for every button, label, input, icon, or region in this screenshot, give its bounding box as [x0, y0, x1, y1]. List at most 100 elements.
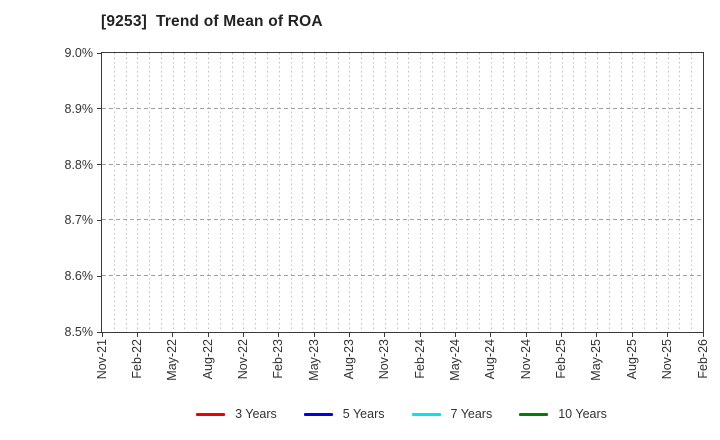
- x-tick: [136, 333, 138, 337]
- vertical-gridline: [502, 53, 504, 332]
- vertical-gridline: [208, 53, 210, 332]
- x-tick-label: Nov-23: [377, 339, 392, 380]
- vertical-gridline: [455, 53, 457, 332]
- vertical-gridline: [561, 53, 563, 332]
- x-tick: [313, 333, 315, 337]
- legend-line-swatch: [411, 412, 441, 416]
- vertical-gridline: [644, 53, 646, 332]
- x-tick: [419, 333, 421, 337]
- x-tick-label: Aug-22: [200, 339, 215, 380]
- x-tick-label: Nov-21: [94, 339, 109, 380]
- x-tick-label: Nov-22: [235, 339, 250, 380]
- vertical-gridline: [679, 53, 681, 332]
- y-tick-label: 8.5%: [64, 325, 94, 339]
- x-tick-label: Feb-22: [129, 339, 144, 379]
- vertical-gridline: [549, 53, 551, 332]
- vertical-gridline: [125, 53, 127, 332]
- vertical-gridline: [691, 53, 693, 332]
- x-tick-label: May-22: [165, 339, 180, 381]
- vertical-gridline: [337, 53, 339, 332]
- vertical-gridline: [149, 53, 151, 332]
- x-tick-label: May-24: [448, 339, 463, 381]
- horizontal-gridline: [102, 107, 703, 109]
- vertical-gridline: [325, 53, 327, 332]
- x-tick: [242, 333, 244, 337]
- chart-title: [9253] Trend of Mean of ROA: [101, 13, 323, 30]
- vertical-gridline: [514, 53, 516, 332]
- x-tick-label: Aug-25: [624, 339, 639, 380]
- vertical-gridline: [349, 53, 351, 332]
- legend-label: 3 Years: [235, 407, 277, 421]
- legend-label: 5 Years: [342, 407, 385, 421]
- legend-line-swatch: [196, 412, 226, 416]
- y-tick-label: 8.8%: [64, 157, 94, 172]
- x-tick-label: Aug-24: [483, 339, 498, 380]
- vertical-gridline: [467, 53, 469, 332]
- y-tick-label: 9.0%: [64, 46, 94, 60]
- horizontal-gridline: [102, 219, 703, 221]
- vertical-gridline: [243, 53, 245, 332]
- vertical-gridline: [137, 53, 139, 332]
- y-tick: [97, 108, 101, 110]
- vertical-gridline: [160, 53, 162, 332]
- vertical-gridline: [655, 53, 657, 332]
- vertical-gridline: [573, 53, 575, 332]
- x-tick-label: May-23: [306, 339, 321, 381]
- vertical-gridline: [278, 53, 280, 332]
- legend-label: 7 Years: [450, 407, 493, 421]
- vertical-gridline: [196, 53, 198, 332]
- vertical-gridline: [538, 53, 540, 332]
- x-tick-label: Nov-24: [518, 339, 533, 380]
- vertical-gridline: [526, 53, 528, 332]
- vertical-gridline: [219, 53, 221, 332]
- legend: 3 Years 5 Years 7 Years 10 Years: [101, 403, 702, 425]
- x-tick: [455, 333, 457, 337]
- x-tick: [631, 333, 633, 337]
- x-tick: [101, 333, 103, 337]
- y-tick: [97, 331, 101, 333]
- vertical-gridline: [384, 53, 386, 332]
- x-tick: [348, 333, 350, 337]
- x-tick: [278, 333, 280, 337]
- x-tick: [207, 333, 209, 337]
- x-tick: [702, 333, 704, 337]
- x-tick: [490, 333, 492, 337]
- y-tick: [97, 275, 101, 277]
- x-tick-label: Feb-23: [271, 339, 286, 379]
- x-tick: [172, 333, 174, 337]
- x-tick: [667, 333, 669, 337]
- x-tick-label: May-25: [589, 339, 604, 381]
- x-tick-label: Nov-25: [660, 339, 675, 380]
- vertical-gridline: [632, 53, 634, 332]
- vertical-gridline: [443, 53, 445, 332]
- x-tick-label: Aug-23: [341, 339, 356, 380]
- vertical-gridline: [585, 53, 587, 332]
- vertical-gridline: [667, 53, 669, 332]
- vertical-gridline: [620, 53, 622, 332]
- vertical-gridline: [596, 53, 598, 332]
- x-tick: [561, 333, 563, 337]
- legend-item: 3 Years: [196, 407, 277, 421]
- vertical-gridline: [255, 53, 257, 332]
- x-tick-label: Feb-24: [412, 339, 427, 379]
- vertical-gridline: [408, 53, 410, 332]
- y-tick-label: 8.9%: [64, 101, 94, 116]
- y-tick: [97, 52, 101, 54]
- legend-item: 5 Years: [303, 407, 385, 421]
- vertical-gridline: [172, 53, 174, 332]
- vertical-gridline: [184, 53, 186, 332]
- vertical-gridline: [302, 53, 304, 332]
- legend-line-swatch: [519, 412, 549, 416]
- vertical-gridline: [231, 53, 233, 332]
- horizontal-gridline: [102, 275, 703, 277]
- y-tick: [97, 219, 101, 221]
- legend-line-swatch: [303, 412, 333, 416]
- horizontal-gridline: [102, 163, 703, 165]
- x-tick-label: Feb-26: [695, 339, 710, 379]
- vertical-gridline: [266, 53, 268, 332]
- y-tick-label: 8.7%: [64, 213, 94, 228]
- vertical-gridline: [490, 53, 492, 332]
- vertical-gridline: [608, 53, 610, 332]
- vertical-gridline: [113, 53, 115, 332]
